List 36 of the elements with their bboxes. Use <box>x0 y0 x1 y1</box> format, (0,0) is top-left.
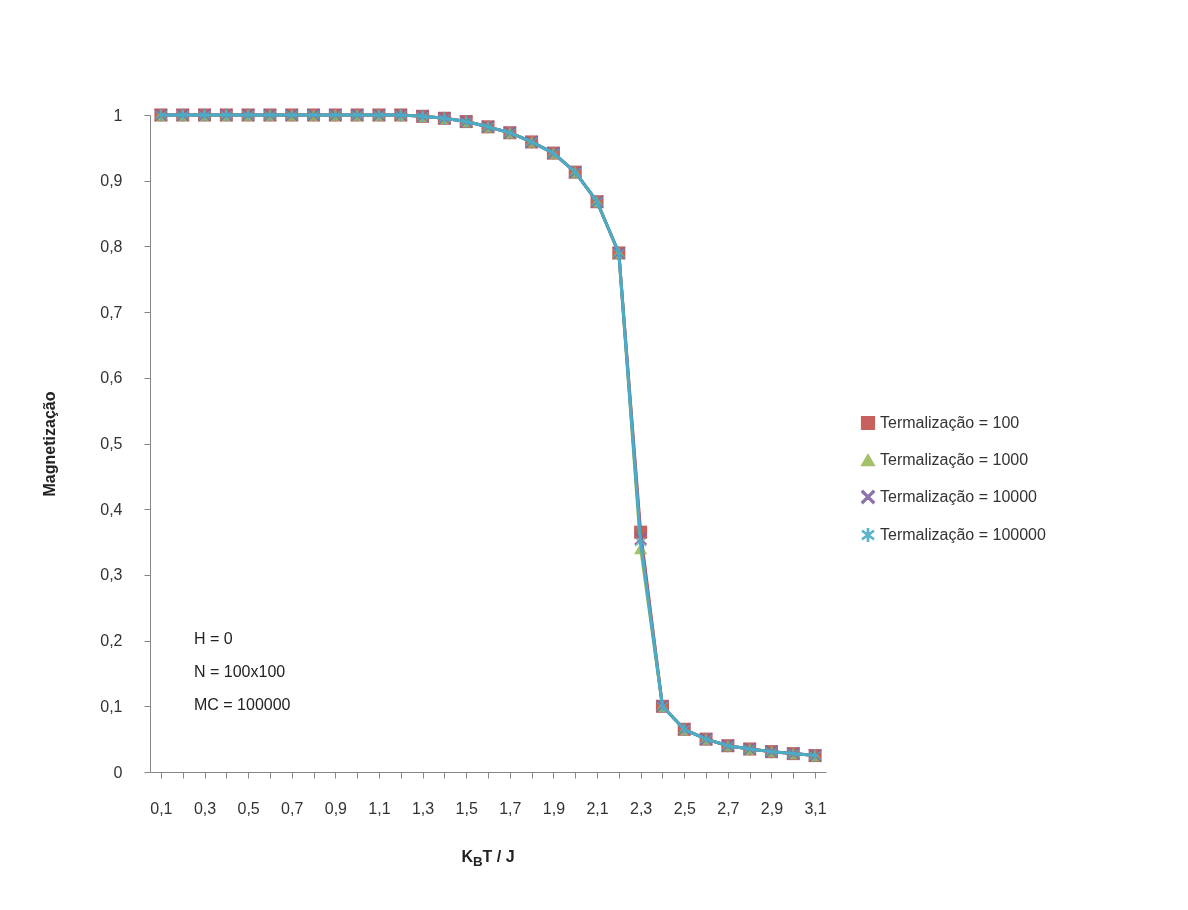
x-tick-label: 2,5 <box>673 799 696 817</box>
x-tick-label: 2,7 <box>717 799 740 817</box>
x-tick-label: 1,3 <box>411 799 435 817</box>
x-tick-label: 2,1 <box>586 799 609 817</box>
x-tick-label: 0,9 <box>324 799 348 817</box>
x-tick-label: 1,1 <box>368 799 391 817</box>
annotation: MC = 100000 <box>194 696 291 713</box>
annotation: N = 100x100 <box>194 663 286 680</box>
x-tick-label: 2,9 <box>760 799 784 817</box>
x-tick-label: 1,9 <box>542 799 566 817</box>
y-tick-label: 0,9 <box>100 172 123 190</box>
y-axis-title: Magnetização <box>41 391 59 497</box>
legend-label: Termalização = 1000 <box>880 451 1029 468</box>
y-tick-label: 0,4 <box>100 500 123 518</box>
legend-label: Termalização = 100000 <box>880 526 1046 543</box>
y-tick-label: 0,3 <box>100 566 123 584</box>
y-tick-label: 0,2 <box>100 632 123 650</box>
y-tick-label: 1 <box>113 106 123 124</box>
x-tick-label: 2,3 <box>630 799 653 817</box>
legend-label: Termalização = 10000 <box>880 488 1038 505</box>
y-tick-label: 0,8 <box>100 237 123 255</box>
x-tick-label: 0,5 <box>237 799 260 817</box>
y-tick-label: 0 <box>113 763 123 781</box>
legend-label: Termalização = 100 <box>880 414 1020 431</box>
y-tick-label: 0,1 <box>100 697 123 715</box>
y-tick-label: 0,5 <box>100 435 123 452</box>
x-tick-label: 0,1 <box>150 799 173 817</box>
y-tick-label: 0,6 <box>100 369 123 387</box>
x-tick-label: 0,7 <box>281 799 304 817</box>
x-tick-label: 0,3 <box>193 799 217 817</box>
x-tick-label: 1,7 <box>499 799 522 817</box>
x-tick-label: 1,5 <box>455 799 478 817</box>
x-axis-title: K$_{B}$T / J <box>460 848 516 870</box>
annotation: H = 0 <box>194 630 233 647</box>
y-tick-label: 0,7 <box>100 303 123 321</box>
x-tick-label: 3,1 <box>804 799 827 817</box>
